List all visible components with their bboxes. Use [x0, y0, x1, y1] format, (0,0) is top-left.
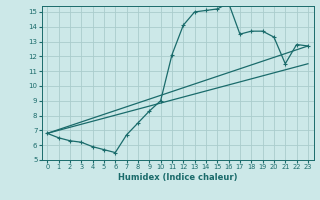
- X-axis label: Humidex (Indice chaleur): Humidex (Indice chaleur): [118, 173, 237, 182]
